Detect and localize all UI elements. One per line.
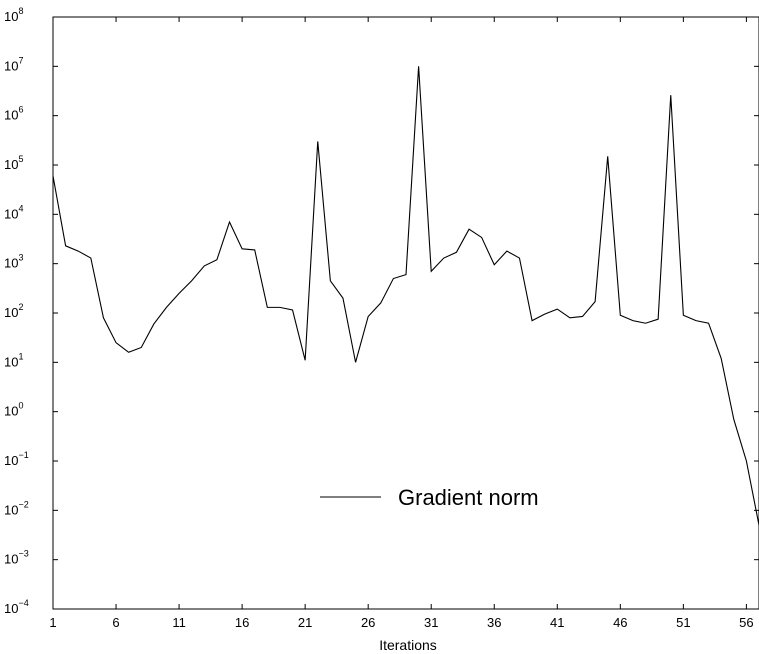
y-tick-label: 10−3 — [4, 549, 29, 567]
x-tick-label: 36 — [487, 615, 501, 630]
y-tick-label: 10−1 — [4, 450, 29, 468]
y-tick-label: 105 — [4, 154, 23, 172]
y-tick-label-exponent: 1 — [18, 351, 23, 361]
y-tick-label: 104 — [4, 203, 23, 221]
y-tick-label-exponent: 5 — [18, 154, 23, 164]
x-tick-label: 11 — [172, 615, 186, 630]
axis-ticks — [52, 16, 759, 610]
x-tick-label: 6 — [112, 615, 119, 630]
x-tick-label: 56 — [739, 615, 753, 630]
y-tick-label-exponent: 0 — [18, 401, 23, 411]
y-tick-label-base: 10 — [4, 206, 18, 221]
y-tick-label-base: 10 — [4, 305, 18, 320]
y-tick-label-base: 10 — [4, 354, 18, 369]
y-tick-label: 10−4 — [4, 598, 29, 616]
y-tick-label: 107 — [4, 55, 23, 73]
y-tick-label-base: 10 — [4, 58, 18, 73]
x-tick-label: 41 — [550, 615, 564, 630]
x-tick-label: 1 — [49, 615, 56, 630]
y-tick-label-exponent: 7 — [18, 55, 23, 65]
legend-label: Gradient norm — [398, 485, 539, 510]
y-tick-label-base: 10 — [4, 552, 18, 567]
y-tick-label: 10−2 — [4, 499, 29, 517]
x-tick-label: 46 — [613, 615, 627, 630]
y-tick-label-base: 10 — [4, 108, 18, 123]
x-axis-title: Iterations — [379, 637, 437, 653]
y-tick-label-exponent: 6 — [18, 105, 23, 115]
y-axis-tick-labels: 10−410−310−210−1100101102103104105106107… — [4, 6, 29, 616]
x-axis-tick-labels: 1 6 11 16 21 26 31 36 41 46 51 56 — [49, 615, 753, 630]
y-tick-label-exponent: −1 — [18, 450, 28, 460]
y-tick-label: 101 — [4, 351, 23, 369]
y-tick-label-exponent: 4 — [18, 203, 23, 213]
y-tick-label-exponent: 3 — [18, 253, 23, 263]
y-tick-label-exponent: 8 — [18, 6, 23, 16]
y-tick-label: 108 — [4, 6, 23, 24]
y-tick-label: 100 — [4, 401, 23, 419]
gradient-norm-line — [52, 66, 759, 526]
y-tick-label-exponent: −3 — [18, 549, 28, 559]
y-tick-label: 102 — [4, 302, 23, 320]
x-tick-label: 31 — [424, 615, 438, 630]
y-tick-label-exponent: −4 — [18, 598, 28, 608]
x-tick-label: 16 — [235, 615, 249, 630]
plot-frame — [52, 16, 759, 610]
y-tick-label-base: 10 — [4, 453, 18, 468]
y-tick-label-base: 10 — [4, 157, 18, 172]
x-tick-label: 26 — [361, 615, 375, 630]
y-tick-label-exponent: 2 — [18, 302, 23, 312]
y-tick-label: 106 — [4, 105, 23, 123]
y-tick-label-base: 10 — [4, 502, 18, 517]
x-tick-label: 21 — [298, 615, 312, 630]
x-tick-label: 51 — [676, 615, 690, 630]
y-tick-label-exponent: −2 — [18, 499, 28, 509]
y-tick-label-base: 10 — [4, 9, 18, 24]
legend: Gradient norm — [320, 485, 539, 510]
y-tick-label-base: 10 — [4, 601, 18, 616]
y-tick-label-base: 10 — [4, 256, 18, 271]
y-tick-label-base: 10 — [4, 404, 18, 419]
y-tick-label: 103 — [4, 253, 23, 271]
